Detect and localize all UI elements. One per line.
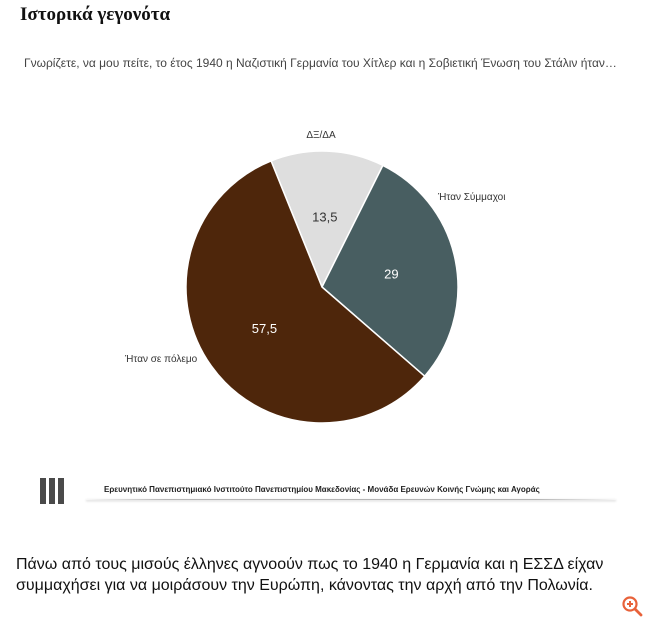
bar-logo-icon	[40, 478, 66, 504]
slice-value-label: 57,5	[252, 321, 277, 336]
source-footer: Ερευνητικό Πανεπιστημιακό Ινστιτούτο Παν…	[40, 474, 630, 508]
slice-value-label: 29	[384, 266, 398, 281]
slice-category-label: ΔΞ/ΔΑ	[306, 130, 336, 141]
pie-slice-3	[185, 159, 426, 424]
page-title: Ιστορικά γεγονότα	[20, 4, 171, 25]
zoom-in-icon[interactable]	[620, 594, 644, 618]
pie-slice-2	[321, 164, 459, 378]
footer-divider	[86, 499, 616, 500]
caption-text: Πάνω από τους μισούς έλληνες αγνοούν πως…	[16, 556, 604, 594]
chart-question: Γνωρίζετε, να μου πείτε, το έτος 1940 η …	[24, 56, 617, 70]
pie-chart: 13,5 ΔΞ/ΔΑ 29 Ήταν Σύμμαχοι 57,5 Ήταν σε πόλε…	[124, 130, 505, 424]
slice-category-label: Ήταν Σύμμαχοι	[437, 191, 505, 203]
slice-value-label: 13,5	[312, 209, 337, 224]
pie-slice-1	[270, 150, 384, 289]
source-text: Ερευνητικό Πανεπιστημιακό Ινστιτούτο Παν…	[104, 485, 540, 494]
slice-category-label: Ήταν σε πόλεμο	[124, 353, 198, 365]
